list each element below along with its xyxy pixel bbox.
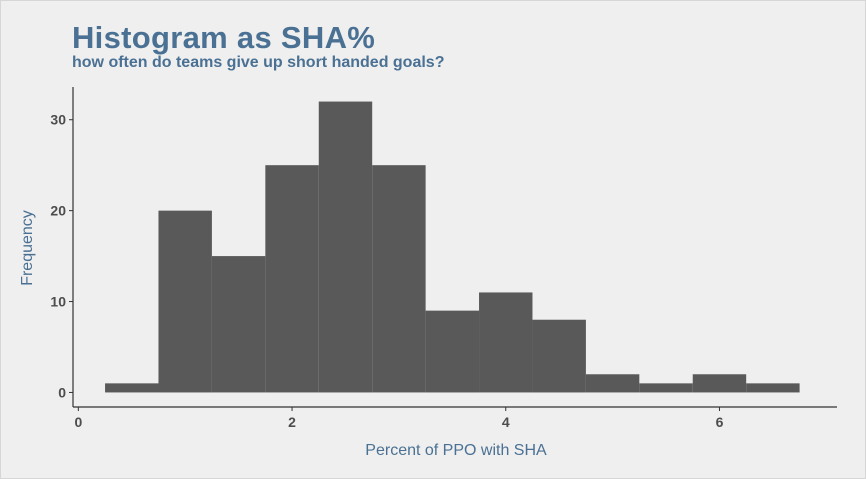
histogram-bar-1 — [105, 383, 159, 393]
axes-group — [72, 87, 837, 408]
ticks-group: 0 10 20 30 0 2 4 6 — [50, 112, 723, 430]
histogram-bar-8 — [479, 292, 533, 393]
x-axis-label: Percent of PPO with SHA — [365, 442, 547, 459]
y-tick-label-30: 30 — [50, 112, 66, 128]
histogram-bar-10 — [585, 374, 640, 393]
histogram-bar-9 — [532, 319, 586, 393]
x-tick-label-0: 0 — [74, 414, 82, 430]
histogram-bar-7 — [425, 310, 480, 393]
histogram-bar-2 — [158, 210, 212, 393]
chart-title: Histogram as SHA% — [72, 20, 376, 55]
histogram-bar-11 — [639, 383, 693, 393]
y-tick-label-0: 0 — [58, 384, 66, 400]
chart-subtitle: how often do teams give up short handed … — [72, 54, 445, 71]
histogram-bar-13 — [746, 383, 800, 393]
histogram-bar-6 — [372, 165, 426, 393]
histogram-bar-5 — [318, 101, 373, 393]
x-tick-label-2: 2 — [288, 414, 296, 430]
histogram-bar-12 — [692, 374, 747, 393]
histogram-bar-4 — [265, 165, 319, 393]
histogram-bar-3 — [211, 256, 266, 393]
x-tick-label-6: 6 — [716, 414, 724, 430]
bars-group — [105, 101, 800, 393]
y-tick-label-20: 20 — [50, 203, 66, 219]
x-tick-label-4: 4 — [502, 414, 510, 430]
y-tick-label-10: 10 — [50, 294, 66, 310]
